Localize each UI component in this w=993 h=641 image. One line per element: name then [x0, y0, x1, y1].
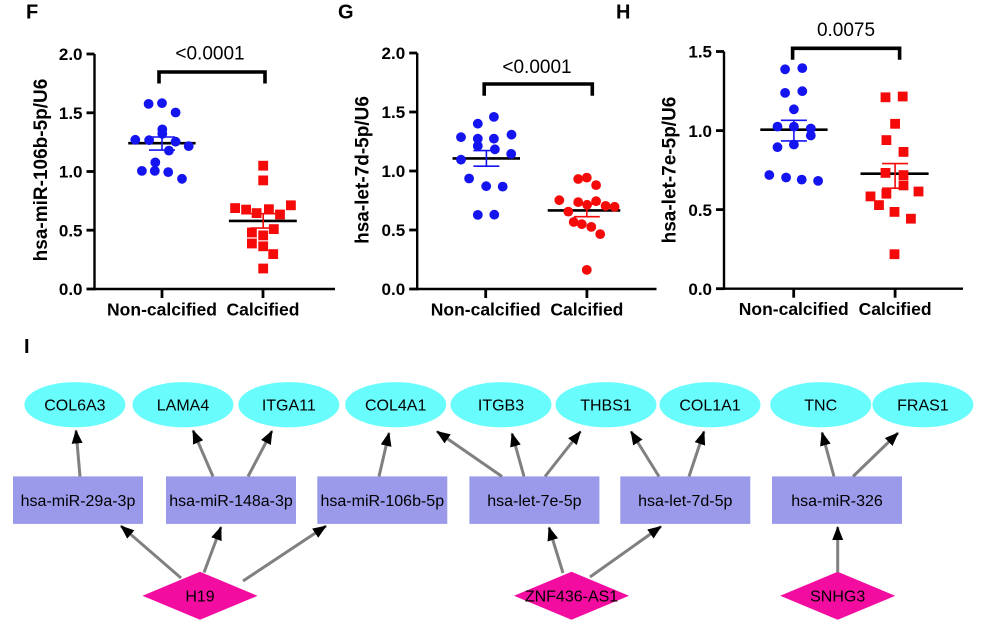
- svg-text:1.5: 1.5: [688, 43, 712, 62]
- svg-text:0.5: 0.5: [59, 221, 83, 240]
- svg-text:0.0075: 0.0075: [817, 20, 875, 41]
- svg-text:1.0: 1.0: [382, 162, 406, 181]
- svg-text:COL4A1: COL4A1: [365, 397, 426, 414]
- svg-text:0.0: 0.0: [688, 280, 712, 299]
- svg-text:COL1A1: COL1A1: [679, 397, 740, 414]
- svg-text:ITGB3: ITGB3: [478, 397, 524, 414]
- svg-text:I: I: [24, 336, 30, 358]
- svg-text:hsa-miR-326: hsa-miR-326: [791, 493, 883, 510]
- svg-text:1.5: 1.5: [382, 103, 406, 122]
- svg-text:Non-calcified: Non-calcified: [739, 299, 849, 319]
- svg-text:hsa-let-7d-5p/U6: hsa-let-7d-5p/U6: [352, 96, 373, 244]
- svg-text:0.0: 0.0: [382, 280, 406, 299]
- svg-text:Calcified: Calcified: [859, 299, 932, 319]
- svg-text:1.0: 1.0: [688, 122, 712, 141]
- svg-text:hsa-let-7e-5p: hsa-let-7e-5p: [487, 493, 581, 510]
- svg-text:Calcified: Calcified: [550, 300, 623, 320]
- svg-text:1.0: 1.0: [59, 163, 83, 182]
- svg-text:0.5: 0.5: [688, 201, 712, 220]
- svg-text:hsa-let-7d-5p: hsa-let-7d-5p: [638, 493, 732, 510]
- svg-text:H: H: [616, 2, 630, 24]
- svg-text:<0.0001: <0.0001: [175, 44, 244, 65]
- svg-text:Non-calcified: Non-calcified: [431, 300, 541, 320]
- svg-text:SNHG3: SNHG3: [810, 589, 865, 606]
- svg-text:1.5: 1.5: [59, 104, 83, 123]
- svg-text:Calcified: Calcified: [227, 300, 300, 320]
- svg-text:hsa-miR-106b-5p: hsa-miR-106b-5p: [320, 493, 444, 510]
- svg-text:ITGA11: ITGA11: [262, 397, 316, 414]
- svg-text:THBS1: THBS1: [580, 397, 632, 414]
- svg-text:2.0: 2.0: [59, 45, 83, 64]
- svg-text:0.0: 0.0: [59, 280, 83, 299]
- svg-text:TNC: TNC: [804, 397, 837, 414]
- svg-text:LAMA4: LAMA4: [157, 397, 210, 414]
- svg-text:G: G: [338, 2, 354, 24]
- svg-text:<0.0001: <0.0001: [502, 57, 571, 78]
- svg-text:0.5: 0.5: [382, 221, 406, 240]
- svg-text:hsa-miR-106b-5p/U6: hsa-miR-106b-5p/U6: [31, 79, 52, 262]
- svg-text:ZNF436-AS1: ZNF436-AS1: [525, 589, 618, 606]
- svg-text:hsa-miR-29a-3p: hsa-miR-29a-3p: [21, 493, 136, 510]
- svg-text:COL6A3: COL6A3: [44, 397, 105, 414]
- svg-text:Non-calcified: Non-calcified: [107, 300, 217, 320]
- svg-text:FRAS1: FRAS1: [897, 397, 949, 414]
- svg-text:hsa-miR-148a-3p: hsa-miR-148a-3p: [169, 493, 293, 510]
- svg-text:F: F: [26, 2, 38, 24]
- svg-text:2.0: 2.0: [382, 44, 406, 63]
- svg-text:hsa-let-7e-5p/U6: hsa-let-7e-5p/U6: [660, 97, 681, 244]
- svg-text:H19: H19: [185, 589, 214, 606]
